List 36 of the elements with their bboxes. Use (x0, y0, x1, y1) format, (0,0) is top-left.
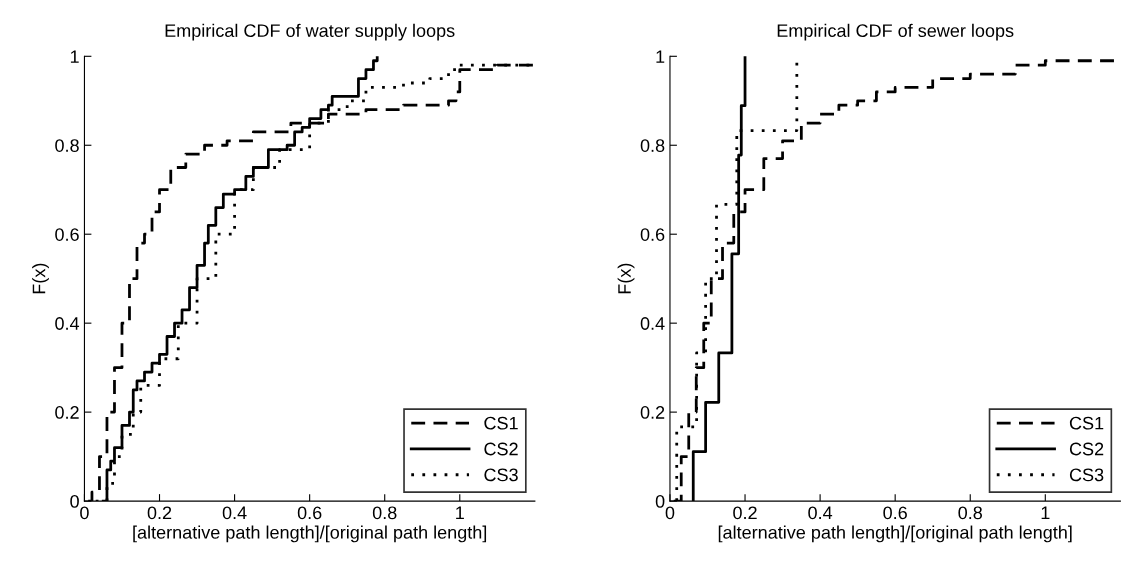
x-tick-label: 0 (80, 506, 89, 520)
x-tick-label: 0.4 (808, 506, 833, 520)
y-axis-title: F(x) (32, 263, 49, 294)
x-tick-label: 0.2 (733, 506, 757, 520)
y-tick-label: 1 (70, 50, 79, 63)
legend-label: CS2 (1069, 442, 1104, 456)
x-tick-label: 0.4 (222, 506, 247, 520)
y-tick-label: 0.4 (640, 317, 665, 330)
x-tick-label: 0.6 (883, 506, 907, 520)
y-tick-label: 0.8 (640, 139, 665, 152)
chart-title: Empirical CDF of water supply loops (165, 23, 455, 41)
y-axis-title: F(x) (617, 263, 635, 294)
chart-title: Empirical CDF of sewer loops (777, 23, 1014, 41)
y-tick-label: 0.2 (640, 406, 665, 419)
y-tick-label: 1 (656, 50, 665, 63)
x-tick-label: 0.6 (297, 506, 322, 520)
y-tick-label: 0.6 (640, 228, 665, 241)
y-tick-label: 0.8 (55, 139, 79, 152)
y-tick-label: 0.4 (55, 317, 80, 330)
y-tick-label: 0 (70, 495, 79, 508)
x-tick-label: 0.8 (372, 506, 397, 520)
legend-label: CS1 (484, 416, 518, 430)
y-tick-label: 0 (655, 495, 665, 508)
x-tick-label: 1 (456, 506, 464, 520)
x-tick-label: 0.8 (958, 506, 982, 520)
legend-label: CS1 (1069, 416, 1104, 430)
y-tick-label: 0.6 (55, 228, 79, 241)
legend-label: CS3 (484, 468, 518, 482)
x-axis-title: [alternative path length]/[original path length] (133, 525, 487, 543)
x-axis-title: [alternative path length]/[original path length] (718, 525, 1072, 543)
x-tick-label: 0.2 (147, 506, 172, 520)
x-tick-label: 0 (665, 506, 675, 520)
x-tick-label: 1 (1041, 506, 1050, 520)
legend-label: CS3 (1069, 468, 1104, 482)
legend-label: CS2 (484, 442, 518, 456)
y-tick-label: 0.2 (55, 406, 79, 419)
